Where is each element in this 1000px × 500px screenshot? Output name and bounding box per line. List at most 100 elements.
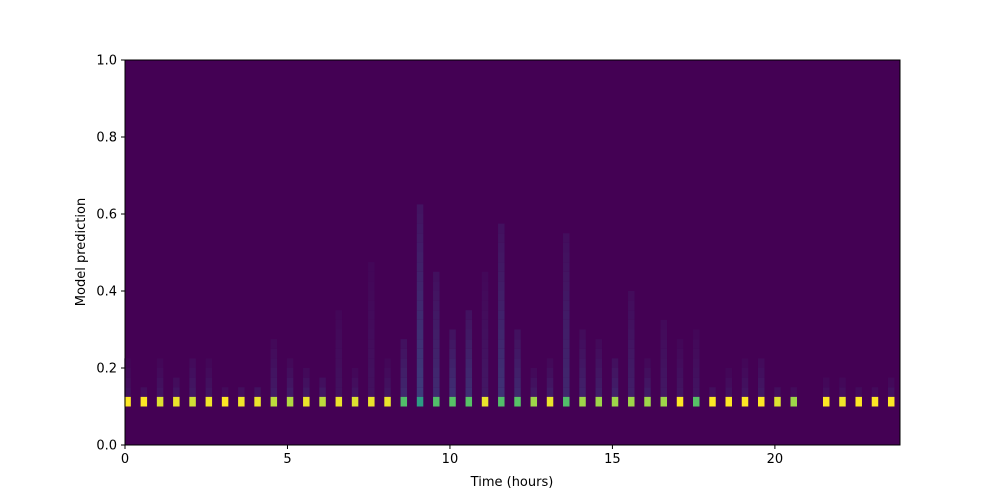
heatmap-cell bbox=[416, 348, 424, 359]
heatmap-cell bbox=[628, 329, 635, 340]
heatmap-cell bbox=[741, 387, 749, 397]
heatmap-cell bbox=[757, 387, 765, 397]
heatmap-cell bbox=[416, 204, 424, 214]
heatmap-cell bbox=[871, 387, 879, 397]
heatmap-cell bbox=[416, 223, 424, 234]
heatmap-cell bbox=[563, 358, 570, 368]
heatmap-peak-cell bbox=[498, 396, 505, 407]
heatmap-cell bbox=[286, 377, 294, 388]
heatmap-cell bbox=[400, 339, 408, 349]
heatmap-cell bbox=[498, 252, 505, 263]
heatmap-cell bbox=[644, 358, 651, 368]
heatmap-cell bbox=[676, 339, 684, 349]
heatmap-cell bbox=[660, 329, 668, 340]
heatmap-cell bbox=[286, 368, 294, 378]
heatmap-cell bbox=[628, 319, 635, 330]
heatmap-cell bbox=[693, 377, 700, 388]
heatmap-cell bbox=[839, 377, 846, 388]
heatmap-cell bbox=[514, 348, 521, 359]
heatmap-peak-cell bbox=[611, 396, 619, 407]
heatmap-cell bbox=[449, 348, 456, 359]
heatmap-cell bbox=[563, 348, 570, 359]
heatmap-peak-cell bbox=[449, 396, 456, 407]
heatmap-cell bbox=[660, 319, 668, 330]
heatmap-peak-cell bbox=[709, 396, 716, 407]
heatmap-cell bbox=[465, 310, 473, 320]
heatmap-cell bbox=[433, 319, 440, 330]
heatmap-cell bbox=[579, 368, 586, 378]
heatmap-peak-cell bbox=[514, 396, 521, 407]
heatmap-cell bbox=[368, 348, 375, 359]
heatmap-cell bbox=[368, 377, 375, 388]
heatmap-cell bbox=[400, 358, 408, 368]
heatmap-cell bbox=[628, 291, 635, 301]
heatmap-cell bbox=[514, 377, 521, 388]
x-tick-label: 10 bbox=[442, 452, 459, 467]
heatmap-cell bbox=[498, 300, 505, 311]
heatmap-cell bbox=[563, 271, 570, 282]
y-tick-label: 0.2 bbox=[96, 362, 117, 377]
heatmap-cell bbox=[433, 271, 440, 282]
heatmap-cell bbox=[335, 368, 343, 378]
heatmap-cell bbox=[465, 368, 473, 378]
y-tick-label: 0.0 bbox=[96, 439, 117, 454]
heatmap-cell bbox=[579, 387, 586, 397]
heatmap-cell bbox=[611, 377, 619, 388]
heatmap-cell bbox=[416, 300, 424, 311]
y-axis-label: Model prediction bbox=[74, 198, 89, 306]
heatmap-cell bbox=[433, 339, 440, 349]
heatmap-cell bbox=[579, 358, 586, 368]
heatmap-cell bbox=[563, 377, 570, 388]
heatmap-cells bbox=[124, 204, 895, 407]
heatmap-cell bbox=[481, 310, 489, 320]
heatmap-cell bbox=[270, 387, 278, 397]
heatmap-cell bbox=[368, 271, 375, 282]
heatmap-cell bbox=[676, 358, 684, 368]
heatmap-cell bbox=[270, 358, 278, 368]
heatmap-cell bbox=[416, 377, 424, 388]
heatmap-cell bbox=[498, 262, 505, 272]
heatmap-cell bbox=[498, 281, 505, 291]
heatmap-cell bbox=[205, 368, 213, 378]
heatmap-cell bbox=[628, 348, 635, 359]
heatmap-cell bbox=[757, 377, 765, 388]
heatmap-cell bbox=[563, 242, 570, 253]
heatmap-cell bbox=[416, 319, 424, 330]
heatmap-cell bbox=[465, 348, 473, 359]
heatmap-cell bbox=[693, 329, 700, 340]
heatmap-cell bbox=[546, 368, 554, 378]
heatmap-cell bbox=[173, 377, 180, 388]
x-axis: 0 5 10 15 20 bbox=[121, 445, 783, 467]
heatmap-peak-cell bbox=[546, 396, 554, 407]
heatmap-cell bbox=[368, 319, 375, 330]
heatmap-cell bbox=[644, 387, 651, 397]
heatmap-cell bbox=[221, 387, 229, 397]
x-tick-label: 15 bbox=[604, 452, 621, 467]
heatmap-cell bbox=[384, 358, 391, 368]
heatmap-cell bbox=[481, 368, 489, 378]
heatmap-peak-cell bbox=[416, 396, 424, 407]
heatmap-cell bbox=[481, 291, 489, 301]
heatmap-cell bbox=[481, 319, 489, 330]
heatmap-cell bbox=[757, 368, 765, 378]
heatmap-cell bbox=[498, 310, 505, 320]
heatmap-cell bbox=[465, 377, 473, 388]
heatmap-cell bbox=[351, 368, 359, 378]
heatmap-peak-cell bbox=[173, 396, 180, 407]
heatmap-cell bbox=[449, 368, 456, 378]
heatmap-cell bbox=[498, 242, 505, 253]
heatmap-cell bbox=[887, 377, 895, 388]
heatmap-cell bbox=[335, 339, 343, 349]
heatmap-cell bbox=[563, 291, 570, 301]
heatmap-cell bbox=[416, 291, 424, 301]
heatmap-cell bbox=[514, 339, 521, 349]
heatmap-cell bbox=[498, 368, 505, 378]
heatmap-cell bbox=[514, 358, 521, 368]
heatmap-cell bbox=[156, 387, 164, 397]
y-axis: 0.0 0.2 0.4 0.6 0.8 1.0 bbox=[96, 54, 125, 454]
heatmap-cell bbox=[563, 319, 570, 330]
x-tick-label: 0 bbox=[121, 452, 129, 467]
heatmap-cell bbox=[335, 310, 343, 320]
heatmap-cell bbox=[416, 387, 424, 397]
